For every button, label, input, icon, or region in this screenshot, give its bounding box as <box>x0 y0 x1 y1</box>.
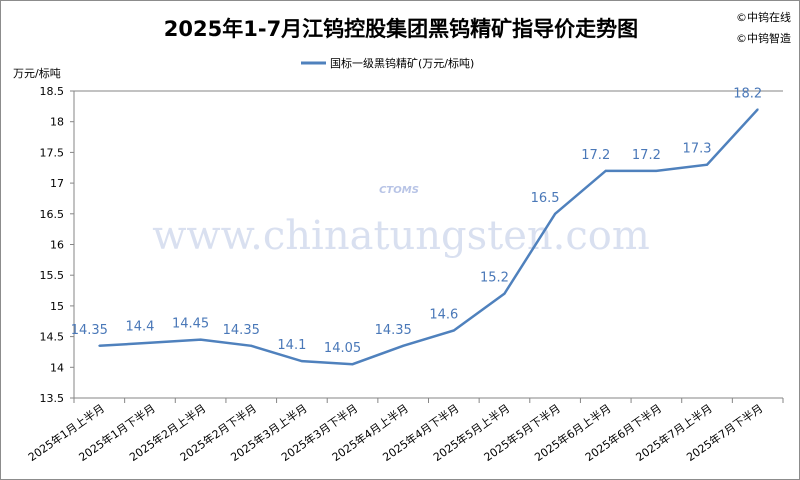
chart-title: 2025年1-7月江钨控股集团黑钨精矿指导价走势图 <box>163 17 639 41</box>
data-point <box>98 344 101 347</box>
watermark-text: www.chinatungsten.com <box>152 213 650 259</box>
data-label: 17.3 <box>683 142 712 157</box>
data-label: 14.35 <box>71 323 108 338</box>
data-point <box>554 212 557 215</box>
y-axis-label: 万元/标吨 <box>13 66 61 80</box>
data-point <box>250 344 253 347</box>
y-tick-label: 17.5 <box>40 146 65 159</box>
copyright-1: ©中钨在线 <box>736 11 791 24</box>
y-tick-label: 16 <box>50 239 64 252</box>
data-label: 17.2 <box>632 148 661 163</box>
data-label: 14.35 <box>223 323 260 338</box>
legend-label: 国标一级黑钨精矿(万元/标吨) <box>330 56 474 70</box>
watermark-logo: CTOMS <box>379 185 419 196</box>
data-point <box>402 344 405 347</box>
data-point <box>351 363 354 366</box>
data-label: 15.2 <box>480 271 509 286</box>
data-point <box>300 360 303 363</box>
y-tick-label: 14 <box>50 361 64 374</box>
y-tick-label: 14.5 <box>40 331 65 344</box>
y-tick-label: 13.5 <box>40 392 65 405</box>
data-label: 14.35 <box>375 323 412 338</box>
y-tick-label: 15 <box>50 300 64 313</box>
data-point <box>452 329 455 332</box>
data-label: 17.2 <box>581 148 610 163</box>
y-tick-label: 16.5 <box>40 208 65 221</box>
data-label: 14.4 <box>125 320 154 335</box>
data-point <box>503 292 506 295</box>
y-tick-label: 15.5 <box>40 269 65 282</box>
data-label: 18.2 <box>733 86 762 101</box>
data-label: 14.05 <box>324 341 361 356</box>
data-point <box>199 338 202 341</box>
data-point <box>604 169 607 172</box>
data-label: 14.6 <box>429 307 458 322</box>
series-line <box>99 108 759 366</box>
data-label: 14.1 <box>277 338 306 353</box>
data-label: 16.5 <box>531 191 560 206</box>
y-tick-label: 18.5 <box>40 85 65 98</box>
data-point <box>706 163 709 166</box>
data-point <box>148 341 151 344</box>
data-label: 14.45 <box>172 317 209 332</box>
data-point <box>756 108 759 111</box>
copyright-2: ©中钨智造 <box>736 32 791 45</box>
data-point <box>655 169 658 172</box>
y-tick-label: 17 <box>50 177 64 190</box>
y-tick-label: 18 <box>50 116 64 129</box>
